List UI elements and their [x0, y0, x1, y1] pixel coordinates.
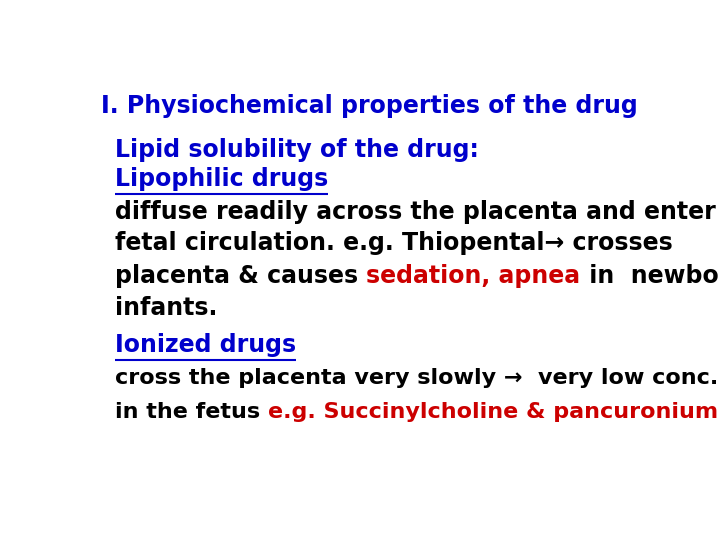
Text: Lipid solubility of the drug:: Lipid solubility of the drug:: [115, 138, 479, 161]
Text: e.g. Succinylcholine & pancuronium: e.g. Succinylcholine & pancuronium: [268, 402, 718, 422]
Text: in the fetus: in the fetus: [115, 402, 268, 422]
Text: placenta & causes: placenta & causes: [115, 265, 366, 288]
Text: in  newborn: in newborn: [580, 265, 720, 288]
Text: sedation, apnea: sedation, apnea: [366, 265, 580, 288]
Text: fetal circulation. e.g. Thiopental→ crosses: fetal circulation. e.g. Thiopental→ cros…: [115, 231, 673, 255]
Text: Ionized drugs: Ionized drugs: [115, 333, 296, 357]
Text: diffuse readily across the placenta and enter: diffuse readily across the placenta and …: [115, 200, 716, 224]
Text: Lipophilic drugs: Lipophilic drugs: [115, 167, 328, 191]
Text: infants.: infants.: [115, 295, 217, 320]
Text: cross the placenta very slowly →  very low conc.: cross the placenta very slowly → very lo…: [115, 368, 719, 388]
Text: I. Physiochemical properties of the drug: I. Physiochemical properties of the drug: [101, 94, 637, 118]
